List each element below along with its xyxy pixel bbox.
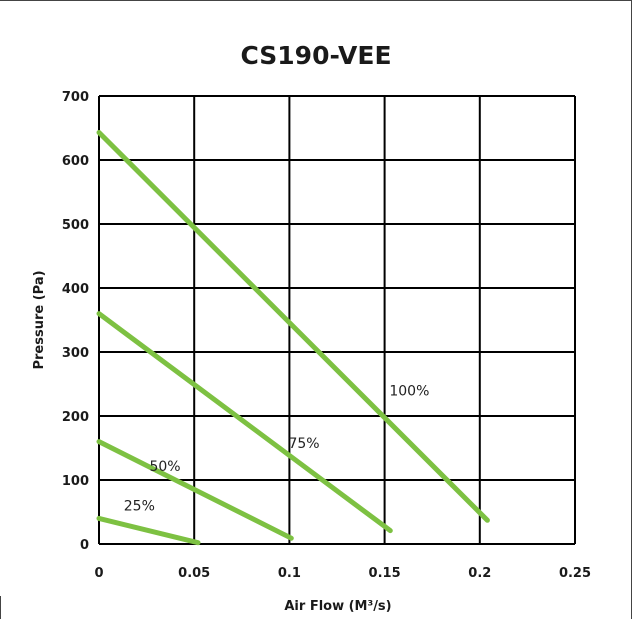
series-label: 100% bbox=[389, 384, 429, 400]
x-tick-label: 0 bbox=[94, 566, 103, 581]
chart-title: CS190-VEE bbox=[240, 41, 391, 70]
series-labels: 25% 50% 75% 100% bbox=[124, 384, 430, 515]
x-tick-label: 0.05 bbox=[178, 566, 210, 581]
series-line bbox=[96, 311, 393, 534]
series-line bbox=[96, 439, 294, 541]
series-line bbox=[96, 130, 490, 523]
y-tick-label: 100 bbox=[62, 474, 89, 489]
x-axis-label: Air Flow (M³/s) bbox=[284, 599, 391, 614]
tick-labels: 0 0.05 0.1 0.15 0.2 0.25 0 100 200 300 400 500 600 70… bbox=[62, 90, 591, 581]
y-tick-label: 700 bbox=[62, 90, 89, 105]
y-tick-label: 500 bbox=[62, 218, 89, 233]
series-label: 75% bbox=[288, 436, 319, 452]
x-tick-label: 0.1 bbox=[278, 566, 301, 581]
y-tick-label: 0 bbox=[80, 538, 89, 553]
series-line bbox=[96, 515, 201, 546]
series-label: 50% bbox=[149, 459, 180, 475]
y-tick-label: 300 bbox=[62, 346, 89, 361]
series-layer bbox=[96, 130, 490, 546]
y-tick-label: 600 bbox=[62, 154, 89, 169]
y-tick-label: 400 bbox=[62, 282, 89, 297]
x-tick-label: 0.25 bbox=[559, 566, 591, 581]
x-tick-label: 0.2 bbox=[468, 566, 491, 581]
y-tick-label: 200 bbox=[62, 410, 89, 425]
x-tick-label: 0.15 bbox=[369, 566, 401, 581]
y-axis-label: Pressure (Pa) bbox=[32, 270, 47, 369]
series-label: 25% bbox=[124, 499, 155, 515]
